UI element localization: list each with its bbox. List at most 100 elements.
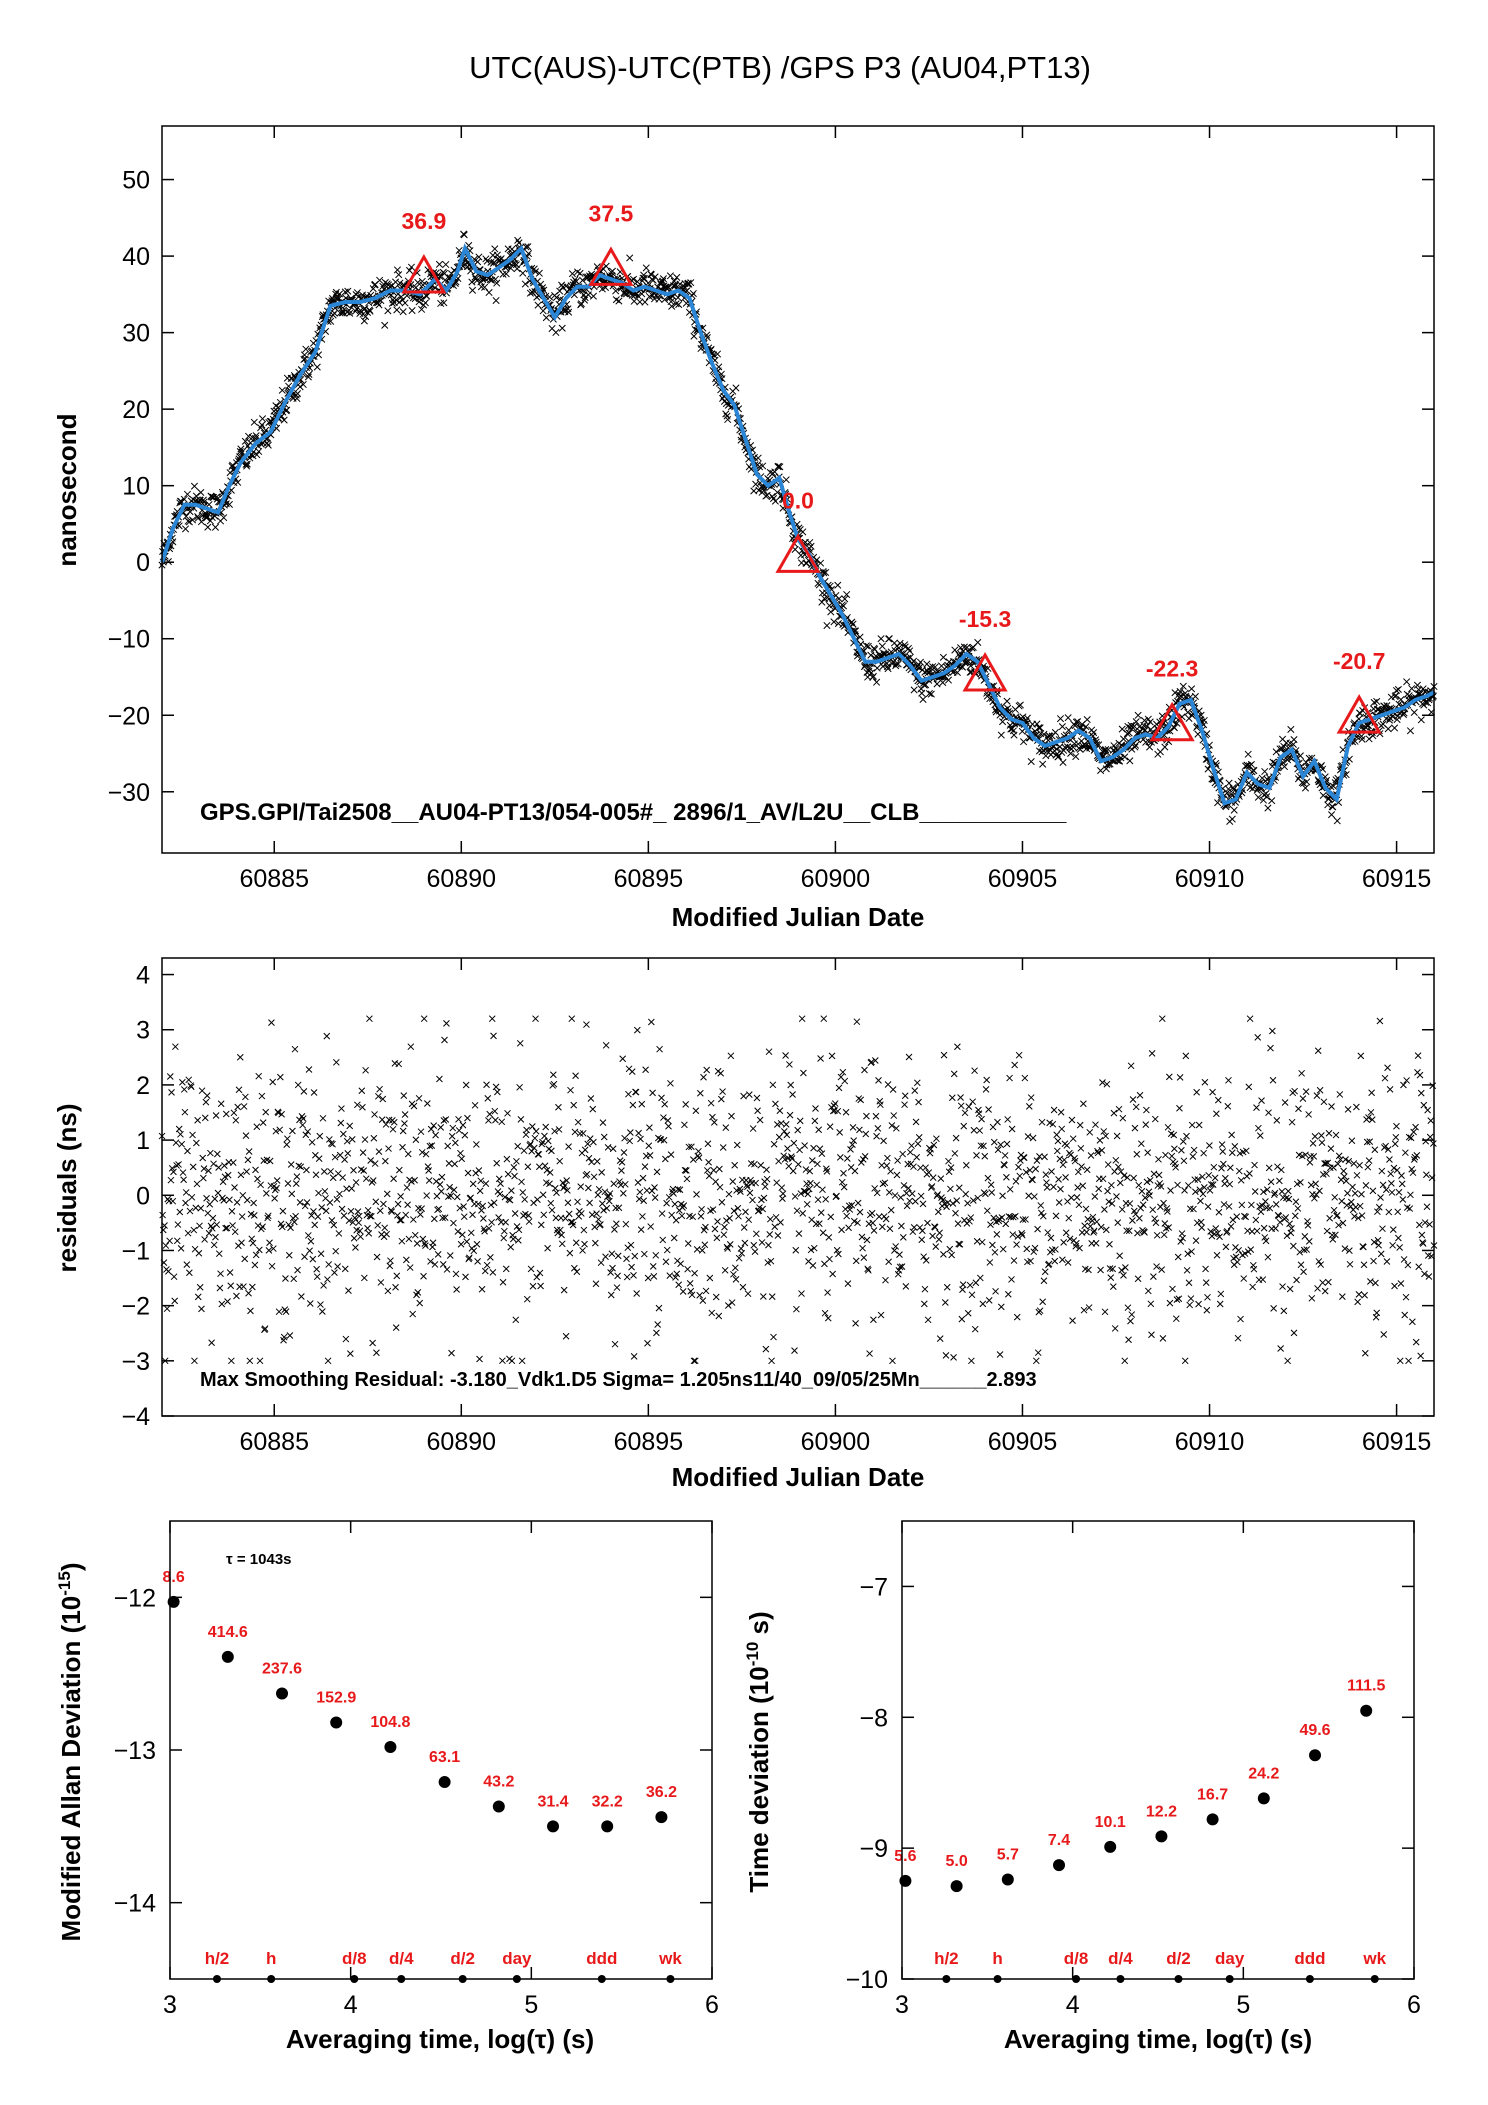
residual-point — [1090, 1229, 1097, 1236]
residual-point — [1164, 1208, 1171, 1215]
residual-point — [1188, 1248, 1195, 1255]
residual-point — [920, 1300, 928, 1308]
residual-point — [366, 1015, 373, 1023]
time-series-raw-point — [395, 271, 403, 279]
residual-point — [455, 1115, 462, 1123]
residual-point — [702, 1287, 710, 1295]
residual-point — [1214, 1096, 1222, 1104]
time-series-raw-point — [366, 307, 374, 315]
residual-point — [276, 1126, 284, 1134]
time-series-marker-label: -20.7 — [1333, 648, 1385, 674]
residual-point — [538, 1140, 546, 1148]
residual-point — [231, 1184, 238, 1191]
residual-point — [1265, 1109, 1272, 1117]
residual-point — [662, 1258, 670, 1266]
residual-point — [484, 1095, 492, 1102]
residual-point — [249, 1239, 257, 1247]
residual-point — [360, 1167, 368, 1174]
time-series-raw-point — [1254, 793, 1262, 801]
residual-point — [864, 1266, 872, 1274]
residual-point — [911, 1087, 919, 1094]
residual-point — [871, 1185, 879, 1192]
residual-point — [436, 1181, 444, 1188]
residual-point — [1004, 1290, 1012, 1298]
residual-point — [595, 1185, 603, 1193]
residual-point — [1324, 1159, 1332, 1167]
residual-point — [371, 1111, 378, 1118]
time-series-raw-point — [545, 293, 554, 301]
residual-point — [482, 1180, 490, 1188]
residual-point — [326, 1199, 334, 1206]
time-series-raw-point — [1263, 793, 1271, 801]
residual-point — [1358, 1190, 1365, 1198]
residual-point — [476, 1187, 484, 1195]
mdev-point-label: 63.1 — [429, 1749, 460, 1766]
residual-point — [1029, 1134, 1037, 1142]
residual-point — [264, 1214, 271, 1222]
residual-point — [469, 1180, 477, 1188]
residual-point — [944, 1199, 952, 1206]
residual-point — [430, 1122, 438, 1129]
residual-point — [357, 1233, 364, 1241]
residual-point — [829, 1270, 837, 1278]
tdev-x-tick-label: 5 — [1236, 1991, 1250, 2019]
residual-point — [612, 1204, 620, 1212]
residual-point — [230, 1109, 238, 1117]
residual-point — [329, 1174, 337, 1182]
residual-point — [1167, 1187, 1174, 1194]
residual-point — [1062, 1229, 1070, 1237]
residual-point — [1119, 1114, 1127, 1122]
residual-point — [458, 1155, 466, 1163]
time-series-raw-point — [333, 295, 341, 303]
residual-point — [831, 1100, 839, 1107]
residual-point — [1184, 1250, 1192, 1258]
residual-point — [1360, 1243, 1367, 1251]
residual-point — [1354, 1298, 1361, 1306]
time-series-raw-point — [408, 307, 416, 315]
residual-point — [858, 1233, 866, 1241]
residual-point — [1232, 1253, 1240, 1261]
residual-point — [615, 1204, 623, 1212]
time-series-raw-point — [1358, 735, 1366, 743]
residual-point — [518, 1357, 526, 1365]
residual-point — [985, 1106, 992, 1113]
tdev-point — [1104, 1840, 1117, 1853]
residual-point — [1039, 1298, 1047, 1306]
residual-point — [1316, 1187, 1323, 1195]
residual-point — [1122, 1264, 1129, 1271]
residual-point — [361, 1136, 369, 1143]
residual-point — [910, 1163, 917, 1171]
residual-point — [1130, 1174, 1138, 1182]
residual-point — [1106, 1265, 1114, 1272]
residual-point — [567, 1218, 575, 1226]
residual-point — [483, 1081, 490, 1089]
residual-point — [1221, 1174, 1229, 1182]
residual-point — [572, 1072, 579, 1080]
residual-point — [600, 1206, 607, 1214]
residual-point — [322, 1207, 330, 1215]
residual-point — [852, 1320, 859, 1327]
residual-point — [700, 1073, 707, 1081]
residual-point — [421, 1240, 429, 1247]
time-series-raw-point — [1023, 714, 1031, 722]
residual-point — [950, 1070, 958, 1078]
residual-point — [661, 1155, 669, 1163]
residual-point — [1240, 1275, 1248, 1282]
residual-point — [198, 1305, 205, 1313]
time-series-raw-point — [1290, 736, 1298, 744]
residual-point — [824, 1289, 831, 1296]
residual-point — [1279, 1283, 1286, 1290]
residual-point — [205, 1167, 212, 1175]
residual-point — [1293, 1180, 1301, 1188]
residual-point — [710, 1166, 718, 1174]
residual-point — [857, 1159, 865, 1166]
residual-point — [210, 1160, 217, 1168]
time-series-raw-point — [208, 493, 216, 501]
residual-point — [1006, 1074, 1013, 1082]
residual-point — [399, 1143, 406, 1151]
residual-point — [492, 1083, 500, 1091]
residual-point — [1199, 1190, 1207, 1198]
residual-point — [1235, 1167, 1243, 1175]
time-series-raw-point — [487, 258, 495, 266]
residual-point — [1074, 1168, 1082, 1176]
